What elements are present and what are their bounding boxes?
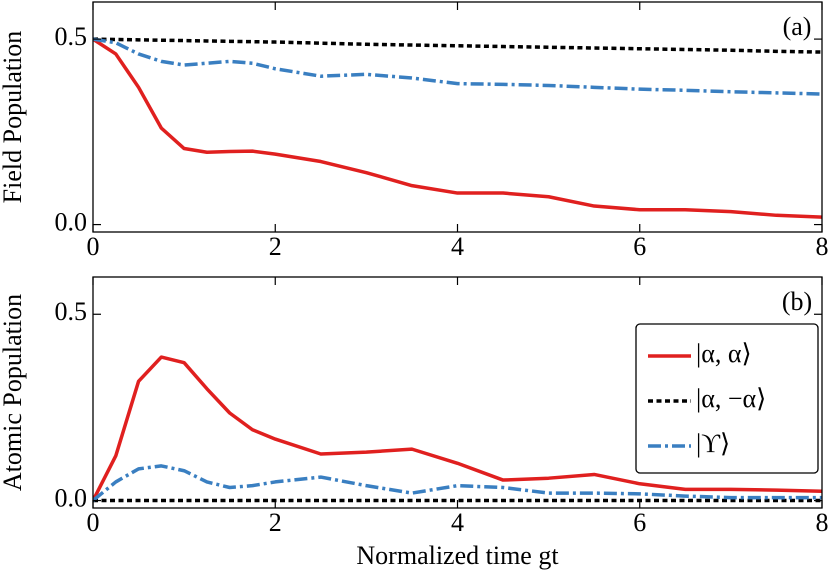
y-axis-label: Atomic Population bbox=[0, 294, 27, 491]
x-tick-label: 8 bbox=[816, 232, 829, 261]
x-tick-label: 8 bbox=[816, 508, 829, 537]
y-tick-label: 0.0 bbox=[55, 208, 88, 237]
series-line bbox=[93, 464, 822, 502]
legend-box bbox=[635, 323, 819, 474]
axes-frame bbox=[92, 1, 823, 233]
legend-label: |ϒ⟩ bbox=[696, 429, 730, 458]
x-tick-label: 0 bbox=[87, 508, 100, 537]
legend-label: |α, −α⟩ bbox=[696, 384, 766, 413]
x-tick-label: 6 bbox=[633, 508, 646, 537]
series-line bbox=[93, 37, 822, 219]
y-tick-label: 0.0 bbox=[55, 484, 88, 513]
y-axis-label: Field Population bbox=[0, 31, 27, 204]
series-line bbox=[93, 355, 822, 502]
legend-label: |α, α⟩ bbox=[696, 339, 752, 368]
x-tick-label: 2 bbox=[269, 232, 282, 261]
panel-label: (a) bbox=[783, 12, 812, 41]
x-tick-label: 6 bbox=[633, 232, 646, 261]
y-tick-label: 0.5 bbox=[55, 22, 88, 51]
series-line bbox=[93, 37, 822, 96]
y-tick-label: 0.5 bbox=[55, 297, 88, 326]
x-tick-label: 2 bbox=[269, 508, 282, 537]
x-tick-label: 0 bbox=[87, 232, 100, 261]
x-tick-label: 4 bbox=[451, 508, 464, 537]
x-axis-label: Normalized time gt bbox=[356, 541, 559, 570]
x-tick-label: 4 bbox=[451, 232, 464, 261]
panel-label: (b) bbox=[782, 287, 812, 316]
series-line bbox=[93, 37, 822, 54]
